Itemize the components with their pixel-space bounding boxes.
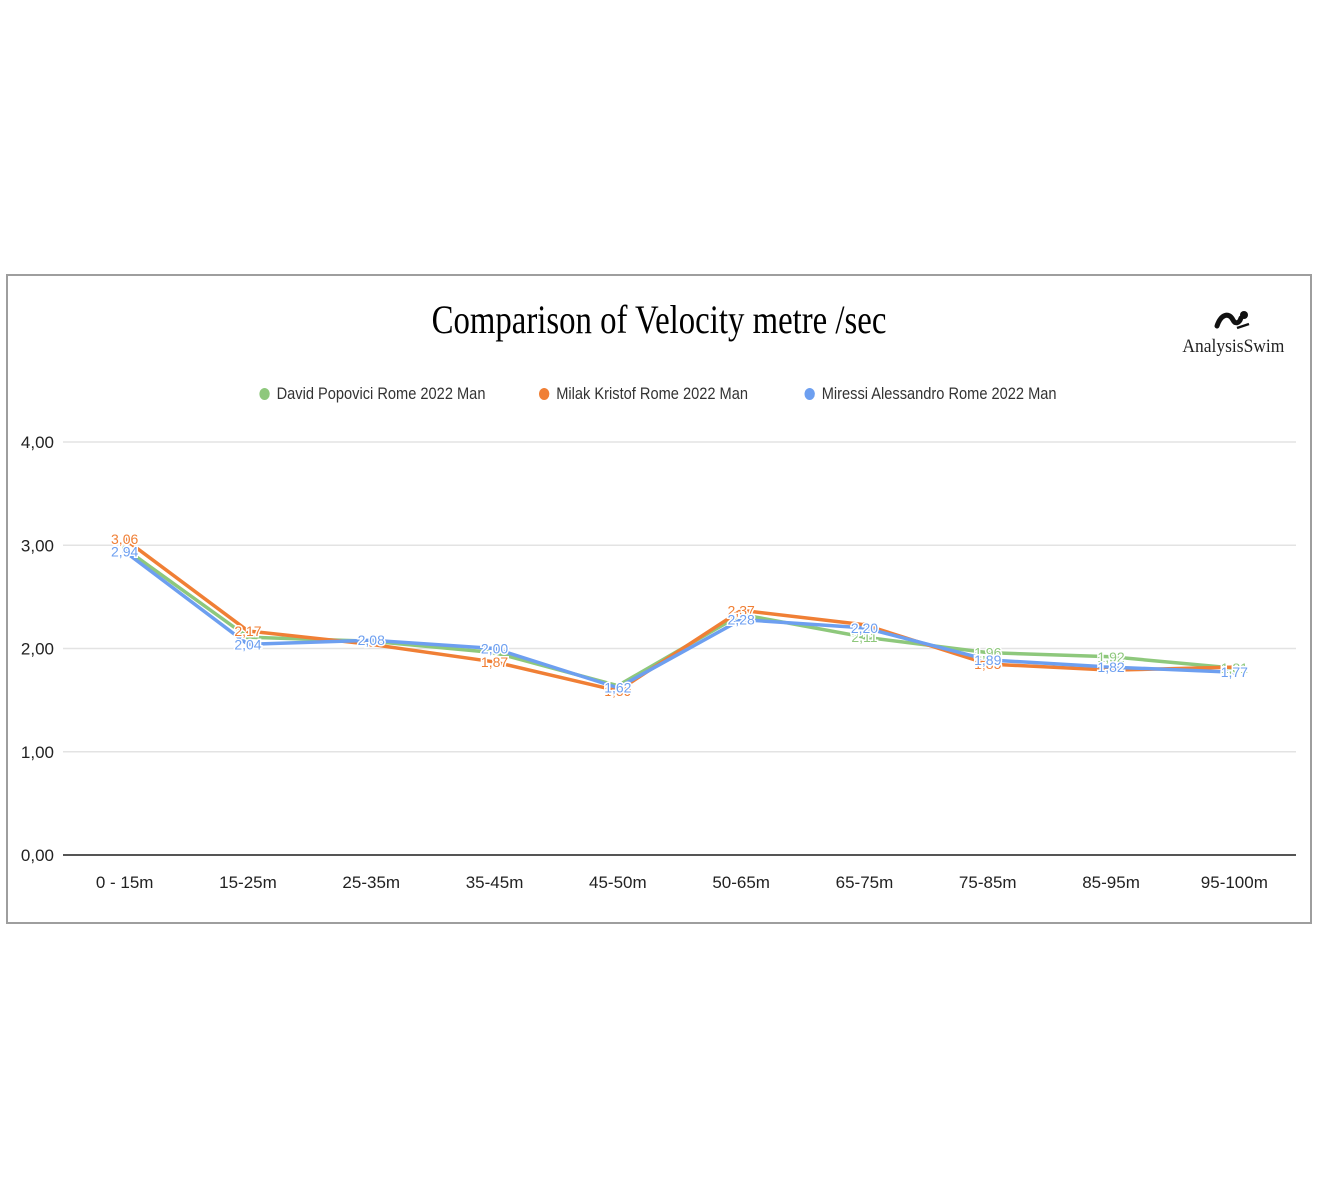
swimmer-icon (1214, 311, 1250, 330)
data-label: 2,37 (728, 602, 755, 618)
data-point (861, 634, 867, 640)
data-point (861, 625, 867, 631)
data-label: 2,04 (234, 636, 261, 652)
data-point (492, 659, 498, 665)
data-label: 2,28 (728, 612, 755, 628)
data-point (245, 628, 251, 634)
data-point (985, 650, 991, 656)
x-tick-label: 35-45m (466, 873, 524, 892)
y-tick-label: 0,00 (21, 846, 54, 865)
legend-marker (804, 388, 815, 400)
data-point (1108, 654, 1114, 660)
logo-text: AnalysisSwim (1182, 336, 1285, 357)
data-label: 1,59 (604, 683, 631, 699)
data-label: 2,08 (358, 632, 385, 648)
data-label: 1,62 (604, 680, 631, 696)
data-point (368, 637, 374, 643)
legend-item: David Popovici Rome 2022 Man (259, 384, 485, 404)
x-tick-label: 25-35m (342, 873, 400, 892)
legend: David Popovici Rome 2022 Man Milak Krist… (8, 384, 1310, 404)
y-tick-label: 3,00 (21, 536, 54, 555)
data-point (985, 657, 991, 663)
series-line (122, 549, 1237, 690)
data-label: 2,17 (234, 623, 261, 639)
data-label: 1,87 (481, 654, 508, 670)
data-point (738, 617, 744, 623)
data-point (245, 634, 251, 640)
data-point (245, 641, 251, 647)
x-tick-label: 45-50m (589, 873, 647, 892)
data-point (1108, 664, 1114, 670)
data-point (615, 685, 621, 691)
data-label: 1,89 (974, 652, 1001, 668)
legend-item: Milak Kristof Rome 2022 Man (539, 384, 748, 404)
brand-logo: AnalysisSwim (1178, 310, 1288, 358)
data-label: 2,00 (481, 641, 508, 657)
data-label: 1,81 (1221, 660, 1248, 676)
data-point (492, 650, 498, 656)
legend-marker (539, 388, 550, 400)
data-label: 1,85 (974, 656, 1001, 672)
x-tick-label: 15-25m (219, 873, 277, 892)
y-tick-label: 4,00 (21, 433, 54, 452)
data-point (738, 607, 744, 613)
data-point (122, 548, 128, 554)
data-label: 3,06 (111, 531, 138, 547)
legend-label: David Popovici Rome 2022 Man (276, 384, 486, 403)
data-point (738, 611, 744, 617)
data-point (1231, 669, 1237, 675)
y-tick-label: 2,00 (21, 640, 54, 659)
data-point (368, 641, 374, 647)
series-line (122, 537, 1237, 693)
chart-panel: Comparison of Velocity metre /sec Analys… (6, 274, 1312, 924)
legend-item: Miressi Alessandro Rome 2022 Man (804, 384, 1057, 404)
legend-marker (259, 388, 270, 400)
chart-title: Comparison of Velocity metre /sec (431, 297, 887, 342)
data-point (1231, 664, 1237, 670)
data-label: 1,96 (974, 645, 1001, 661)
data-label: 2,11 (851, 629, 877, 645)
line-plot: 0,00 1,00 2,00 3,00 4,00 0 - 15m 15-25m 25-35m 3… (21, 433, 1296, 892)
x-tick-label: 75-85m (959, 873, 1017, 892)
data-label: 1,77 (1221, 664, 1248, 680)
y-tick-label: 1,00 (21, 743, 54, 762)
x-tick-label: 65-75m (836, 873, 894, 892)
legend-label: Miressi Alessandro Rome 2022 Man (821, 384, 1057, 403)
x-tick-label: 50-65m (712, 873, 770, 892)
x-tick-label: 0 - 15m (96, 873, 154, 892)
data-label: 1,92 (1097, 649, 1124, 665)
x-tick-label: 85-95m (1082, 873, 1140, 892)
data-label: 2,94 (111, 543, 138, 559)
data-label: 2,20 (851, 620, 878, 636)
data-point (122, 536, 128, 542)
legend-label: Milak Kristof Rome 2022 Man (556, 384, 749, 403)
data-point (985, 661, 991, 667)
x-tick-label: 95-100m (1201, 873, 1268, 892)
data-point (492, 646, 498, 651)
data-label: 1,82 (1097, 659, 1124, 675)
